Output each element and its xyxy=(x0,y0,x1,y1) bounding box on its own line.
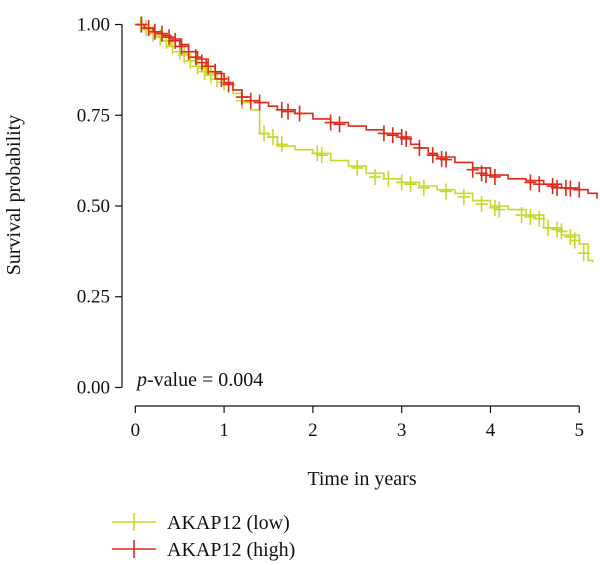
x-axis-title: Time in years xyxy=(307,468,416,490)
p-value-annotation: p-value = 0.004 xyxy=(135,369,263,391)
censor-mark-high xyxy=(253,94,266,111)
censor-mark-low xyxy=(351,159,364,176)
censor-mark-low xyxy=(369,168,382,185)
y-ticks: 0.00 0.25 0.50 0.75 1.00 xyxy=(77,15,122,398)
censor-mark-high xyxy=(195,54,208,71)
censor-mark-high xyxy=(377,125,390,142)
x-tick-label: 3 xyxy=(397,420,407,441)
censor-mark-low xyxy=(315,147,328,164)
censor-mark-high xyxy=(564,180,577,197)
censor-mark-high xyxy=(293,105,306,122)
censor-mark-high xyxy=(202,58,215,75)
censor-mark-high xyxy=(533,176,546,193)
censor-mark-low xyxy=(475,196,488,213)
censor-mark-high xyxy=(333,116,346,133)
y-tick-label: 0.00 xyxy=(77,377,110,398)
x-tick-label: 2 xyxy=(308,420,318,441)
censor-mark-low xyxy=(382,170,395,187)
legend-label-high: AKAP12 (high) xyxy=(167,539,295,561)
censor-mark-high xyxy=(175,38,188,55)
censor-mark-high xyxy=(142,20,155,37)
censor-mark-low xyxy=(266,129,279,146)
censor-mark-low xyxy=(440,183,453,200)
censor-mark-low xyxy=(577,245,590,262)
censor-mark-high xyxy=(282,103,295,120)
x-tick-label: 0 xyxy=(131,420,141,441)
legend-item-high: AKAP12 (high) xyxy=(112,539,295,561)
y-axis: 0.00 0.25 0.50 0.75 1.00 xyxy=(77,15,123,398)
y-axis-title: Survival probability xyxy=(3,115,25,276)
censor-mark-high xyxy=(215,70,228,87)
censor-mark-low xyxy=(404,176,417,193)
censor-mark-low xyxy=(568,232,581,249)
censor-mark-high xyxy=(480,167,493,184)
censor-mark-high xyxy=(235,89,248,106)
censor-mark-high xyxy=(169,32,182,49)
legend-symbol-high xyxy=(112,540,156,558)
censor-mark-low xyxy=(395,174,408,191)
censor-mark-low xyxy=(524,208,537,225)
censor-mark-low xyxy=(275,136,288,153)
x-tick-label: 5 xyxy=(574,420,584,441)
censor-mark-high xyxy=(244,92,257,109)
censor-mark-high xyxy=(413,139,426,156)
legend-item-low: AKAP12 (low) xyxy=(112,512,290,534)
x-axis: 0 1 2 3 4 5 xyxy=(131,405,584,441)
y-tick-label: 0.75 xyxy=(77,105,110,126)
censor-mark-high xyxy=(182,43,195,60)
p-value-text: -value = 0.004 xyxy=(147,369,263,391)
censor-mark-high xyxy=(400,130,413,147)
survival-curve-low xyxy=(135,23,594,263)
legend-label-low: AKAP12 (low) xyxy=(167,512,290,534)
censor-mark-high xyxy=(524,174,537,191)
censor-mark-high xyxy=(148,23,161,40)
censor-mark-high xyxy=(466,161,479,178)
censor-mark-high xyxy=(488,168,501,185)
censor-mark-high xyxy=(573,181,586,198)
censor-mark-low xyxy=(515,207,528,224)
censor-mark-high xyxy=(440,151,453,168)
y-tick-label: 1.00 xyxy=(77,15,110,36)
censor-mark-high xyxy=(426,147,439,164)
censor-mark-low xyxy=(417,179,430,196)
x-tick-label: 4 xyxy=(486,420,496,441)
censor-mark-high xyxy=(155,25,168,42)
survival-curves xyxy=(134,16,598,263)
legend: AKAP12 (low) AKAP12 (high) xyxy=(112,512,295,561)
censor-mark-low xyxy=(457,188,470,205)
censor-mark-high xyxy=(209,63,222,80)
censor-mark-high xyxy=(386,127,399,144)
censor-mark-low xyxy=(542,219,555,236)
y-tick-label: 0.50 xyxy=(77,196,110,217)
censor-mark-high xyxy=(189,49,202,66)
censor-mark-low xyxy=(555,223,568,240)
y-tick-label: 0.25 xyxy=(77,287,110,308)
censor-mark-high xyxy=(135,16,148,33)
censor-mark-low xyxy=(184,52,197,69)
censor-mark-high xyxy=(275,101,288,118)
x-tick-label: 1 xyxy=(219,420,229,441)
censor-mark-high xyxy=(324,114,337,131)
censor-mark-low xyxy=(493,201,506,218)
censor-mark-high xyxy=(163,29,176,46)
censor-mark-low xyxy=(533,210,546,227)
p-value-italic-p: p xyxy=(135,369,147,391)
censor-mark-low xyxy=(258,125,271,142)
legend-symbol-low xyxy=(112,513,156,531)
x-ticks: 0 1 2 3 4 5 xyxy=(131,406,584,441)
censor-mark-high xyxy=(222,76,235,93)
